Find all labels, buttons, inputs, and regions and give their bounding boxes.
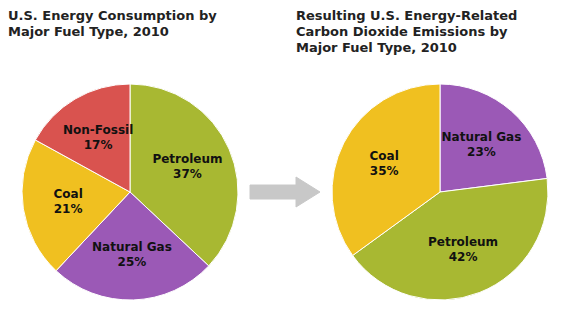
slice-label: Petroleum [152,152,222,166]
chart-title: Resulting U.S. Energy-RelatedCarbon Diox… [296,8,517,55]
slice-label: Coal [53,187,82,201]
slice-label: Coal [370,149,399,163]
title-line: Major Fuel Type, 2010 [296,40,457,55]
slice-label: Natural Gas [92,240,172,254]
slice-value: 25% [118,255,147,269]
title-line: Major Fuel Type, 2010 [8,24,169,39]
slice-value: 23% [467,145,496,159]
pie-slice [332,84,440,255]
slice-value: 37% [173,167,202,181]
slices [22,84,238,300]
slice-value: 35% [370,164,399,178]
chart-title: U.S. Energy Consumption byMajor Fuel Typ… [8,8,217,39]
data-labels: Petroleum37% Natural Gas25% Coal21% Non-Fos… [53,123,222,269]
pie-slice [440,84,547,192]
slice-label: Petroleum [428,235,498,249]
pie-chart: U.S. Energy Consumption byMajor Fuel Typ… [8,8,238,300]
title-line: Carbon Dioxide Emissions by [296,24,508,39]
pie-slice [35,84,130,192]
slice-value: 21% [54,202,83,216]
chart-svg: U.S. Energy Consumption byMajor Fuel Typ… [0,0,576,316]
title-line: U.S. Energy Consumption by [8,8,217,23]
title-line: Resulting U.S. Energy-Related [296,8,517,23]
chart-container: U.S. Energy Consumption byMajor Fuel Typ… [0,0,576,316]
arrow [250,177,320,207]
pie-chart: Resulting U.S. Energy-RelatedCarbon Diox… [296,8,548,300]
slice-label: Non-Fossil [63,123,133,137]
data-labels: Natural Gas23% Petroleum42% Coal35% [370,130,522,264]
slice-value: 17% [84,138,113,152]
slice-value: 42% [449,250,478,264]
slice-label: Natural Gas [442,130,522,144]
slices [332,84,548,300]
